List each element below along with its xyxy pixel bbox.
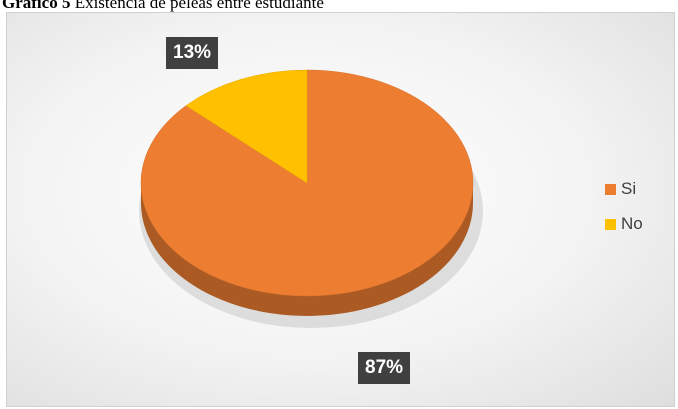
caption-number: Gráfico 5 xyxy=(2,0,71,12)
pie-side-si xyxy=(141,183,473,316)
caption-text: Existencia de peleas entre estudiante xyxy=(70,0,324,12)
figure-caption: Gráfico 5 Existencia de peleas entre est… xyxy=(2,0,324,13)
pie-slice-no xyxy=(185,69,308,184)
legend-item-si: Si xyxy=(605,176,665,202)
legend-swatch-no xyxy=(605,218,616,230)
legend-label-si: Si xyxy=(621,179,637,198)
legend-swatch-si xyxy=(605,183,616,195)
data-label-no: 13% xyxy=(166,37,219,69)
data-label-si: 87% xyxy=(358,352,411,384)
legend-item-no: No xyxy=(605,211,665,237)
chart-legend: Si No xyxy=(605,167,665,257)
legend-label-no: No xyxy=(621,214,643,233)
